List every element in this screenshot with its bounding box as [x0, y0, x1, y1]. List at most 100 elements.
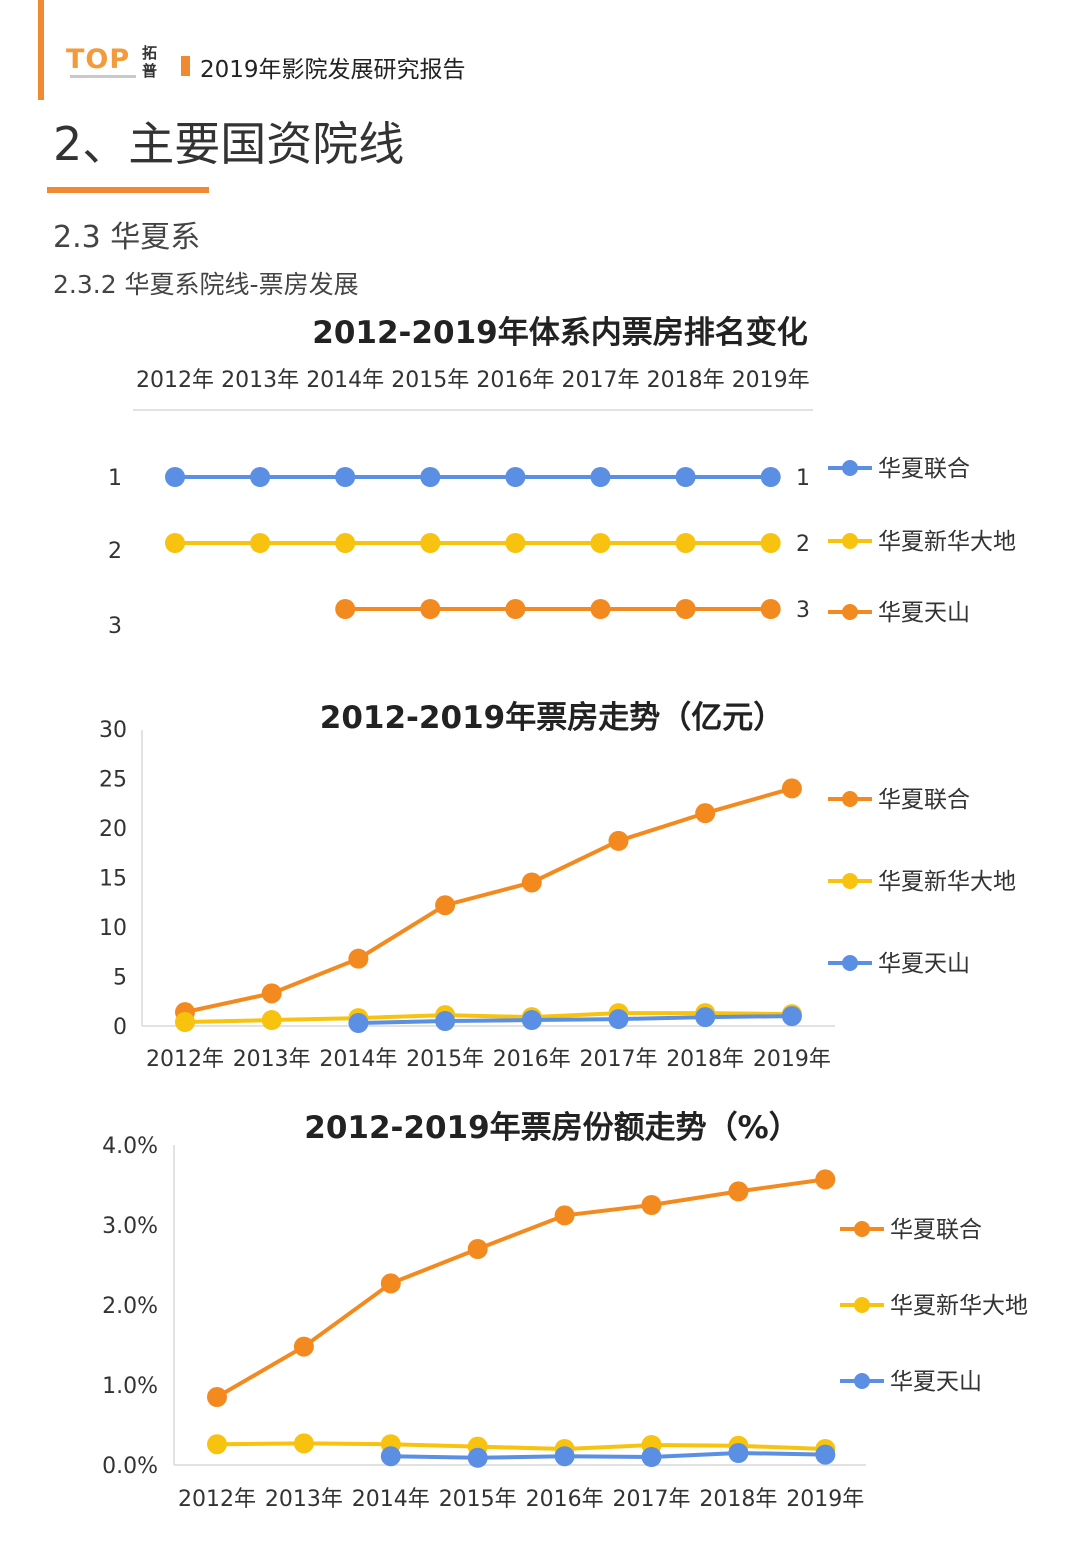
data-point — [420, 599, 441, 619]
logo-subline — [70, 75, 136, 78]
legend-label: 华夏联合 — [878, 456, 970, 482]
data-point — [590, 533, 611, 553]
data-point — [435, 1011, 456, 1032]
x-tick-label: 2015年 — [439, 1487, 517, 1512]
y-tick-label: 3 — [108, 614, 122, 639]
data-point — [467, 1447, 488, 1468]
section-title-underline — [47, 187, 209, 193]
x-tick-label: 2019年 — [732, 368, 810, 393]
x-tick-label: 2012年 — [178, 1487, 256, 1512]
data-point — [728, 1443, 749, 1463]
legend-label: 华夏天山 — [878, 951, 970, 977]
y-tick-label: 3.0% — [102, 1214, 158, 1239]
top-logo: TOP 拓普 — [66, 44, 166, 84]
y-tick-label: 0.0% — [102, 1454, 158, 1479]
data-point — [728, 1181, 749, 1202]
data-point — [505, 599, 526, 619]
left-accent-bar — [38, 0, 44, 100]
data-point — [695, 803, 716, 824]
y-tick-label: 2.0% — [102, 1294, 158, 1319]
data-point — [207, 1387, 227, 1407]
data-point — [608, 1009, 629, 1030]
y-tick-label: 15 — [99, 867, 127, 892]
data-point — [250, 533, 271, 553]
data-point — [250, 467, 271, 487]
data-point — [293, 1336, 314, 1357]
legend-label: 华夏新华大地 — [878, 869, 1016, 895]
data-point — [760, 599, 781, 619]
data-point — [760, 467, 781, 487]
y-tick-label: 10 — [99, 916, 127, 941]
legend-marker — [842, 873, 858, 889]
y-tick-label: 25 — [99, 768, 127, 793]
subsubsection-title: 2.3.2 华夏系院线-票房发展 — [53, 270, 359, 299]
data-point — [695, 1007, 716, 1028]
legend-marker — [854, 1297, 870, 1313]
data-point — [348, 948, 369, 969]
data-point — [420, 467, 441, 487]
x-tick-label: 2012年 — [136, 368, 214, 393]
end-data-label: 2 — [796, 532, 810, 557]
legend-marker — [854, 1221, 870, 1237]
data-point — [261, 1010, 282, 1031]
data-point — [781, 1006, 802, 1027]
section-title: 2、主要国资院线 — [53, 117, 405, 171]
data-point — [554, 1205, 575, 1226]
x-tick-label: 2018年 — [666, 1047, 744, 1072]
data-point — [467, 1239, 488, 1259]
data-point — [165, 467, 185, 487]
data-point — [781, 778, 802, 799]
data-point — [815, 1444, 836, 1465]
data-point — [505, 533, 526, 553]
data-point — [380, 1273, 401, 1294]
share-chart: 2012-2019年票房份额走势（%） 0.0% 1.0% 2.0% 3.0% 4.0% 2… — [102, 1110, 1028, 1512]
x-tick-label: 2014年 — [319, 1047, 397, 1072]
data-point — [335, 599, 356, 619]
x-tick-label: 2018年 — [699, 1487, 777, 1512]
data-point — [554, 1446, 575, 1467]
x-tick-label: 2013年 — [221, 368, 299, 393]
y-tick-label: 0 — [113, 1015, 127, 1040]
legend-label: 华夏天山 — [878, 600, 970, 626]
series-line — [390, 1450, 826, 1460]
data-point — [261, 983, 282, 1004]
x-tick-label: 2017年 — [613, 1487, 691, 1512]
y-tick-label: 30 — [99, 718, 127, 743]
data-point — [815, 1169, 836, 1190]
logo-chinese-text: 拓普 — [142, 44, 158, 80]
series-line — [184, 786, 793, 1015]
subsection-title: 2.3 华夏系 — [53, 220, 201, 255]
data-point — [590, 599, 611, 619]
legend-marker — [842, 791, 858, 807]
data-point — [435, 895, 456, 916]
x-tick-label: 2016年 — [526, 1487, 604, 1512]
report-title-marker — [181, 56, 190, 76]
x-tick-label: 2016年 — [476, 368, 554, 393]
x-tick-label: 2014年 — [306, 368, 384, 393]
y-tick-label: 4.0% — [102, 1134, 158, 1159]
legend-label: 华夏新华大地 — [890, 1293, 1028, 1319]
data-point — [675, 533, 696, 553]
report-title: 2019年影院发展研究报告 — [200, 57, 466, 83]
legend-label: 华夏新华大地 — [878, 529, 1016, 555]
x-tick-label: 2019年 — [753, 1047, 831, 1072]
x-tick-label: 2014年 — [352, 1487, 430, 1512]
data-point — [641, 1447, 662, 1467]
data-point — [380, 1446, 401, 1467]
x-tick-label: 2016年 — [493, 1047, 571, 1072]
x-tick-label: 2012年 — [146, 1047, 224, 1072]
data-point — [335, 533, 356, 553]
x-tick-label: 2017年 — [562, 368, 640, 393]
legend-label: 华夏天山 — [890, 1369, 982, 1395]
series-line — [215, 1177, 826, 1399]
legend-label: 华夏联合 — [890, 1217, 982, 1243]
series-line — [216, 1441, 826, 1452]
x-tick-label: 2018年 — [647, 368, 725, 393]
box-office-chart: 2012-2019年票房走势（亿元） 0 5 10 15 20 25 30 2012年 2013年… — [99, 700, 1016, 1072]
legend-label: 华夏联合 — [878, 787, 970, 813]
data-point — [608, 830, 629, 851]
legend-marker — [842, 955, 858, 971]
end-data-label: 1 — [796, 466, 810, 491]
y-tick-label: 5 — [113, 966, 127, 991]
data-point — [505, 467, 526, 487]
